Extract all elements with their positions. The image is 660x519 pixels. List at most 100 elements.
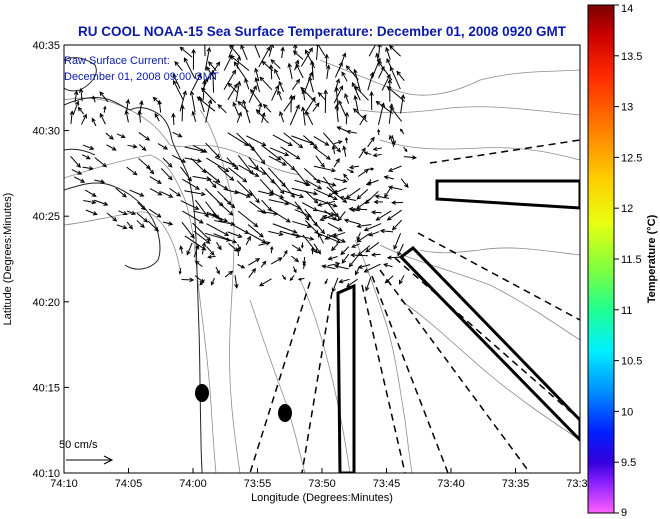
current-arrow [181,277,195,283]
current-arrow [313,136,330,146]
current-arrow [213,233,238,244]
current-arrow [309,59,315,80]
colorbar [587,4,615,514]
current-arrow [338,99,346,115]
current-arrow [234,190,251,198]
plot-area [64,45,580,473]
current-arrow [232,101,239,115]
colorbar-tick-label: 14 [621,3,633,15]
current-arrow [317,232,324,244]
current-arrow [192,144,208,153]
current-arrow [172,154,187,163]
current-arrow [126,221,133,230]
colorbar-tick-label: 9 [621,507,627,519]
current-arrow [338,278,350,284]
current-arrow [363,223,382,232]
current-arrow [189,90,196,113]
current-arrow [316,45,319,61]
current-arrow [287,62,293,80]
current-arrow [288,94,294,113]
colorbar-tick-label: 12.5 [621,152,642,164]
colorbar-tick-label: 10.5 [621,356,642,368]
current-arrow [137,109,142,123]
current-arrow [199,279,206,286]
current-arrow [254,45,261,58]
current-arrow [289,104,300,126]
current-arrow [353,94,360,114]
colorbar-tick-label: 11 [621,305,632,317]
current-arrow [317,200,336,207]
current-arrow [280,146,301,160]
current-arrow [300,242,304,249]
current-arrow [352,108,368,123]
current-arrow [118,210,128,216]
current-arrow [124,109,129,123]
current-arrow [180,104,185,122]
current-arrow [327,222,343,232]
current-arrow [321,264,336,270]
buoy-marker-1 [195,384,209,402]
current-arrow [331,243,339,252]
current-arrow [370,252,381,257]
current-arrow [351,243,360,248]
x-tick-label: 73:45 [373,478,401,490]
current-arrow [206,246,215,256]
current-arrow [342,145,347,157]
current-arrow [334,61,343,78]
current-arrow [237,154,254,176]
x-tick-label: 73:40 [437,478,465,490]
track-polygons [336,179,580,473]
current-arrow [367,167,375,171]
current-arrow [383,263,393,268]
current-arrow [386,255,404,260]
chart-title: RU COOL NOAA-15 Sea Surface Temperature:… [78,24,567,39]
current-arrow [332,231,346,238]
current-arrow [313,165,337,173]
current-arrow [300,47,313,67]
current-arrow [258,46,271,68]
current-arrow [205,142,221,159]
current-arrow [180,200,200,210]
current-arrow [333,187,347,194]
current-arrow [237,263,246,269]
current-arrow [136,220,145,229]
current-arrow [386,58,392,69]
current-arrow [271,84,280,101]
current-arrow [302,261,306,270]
current-arrow [236,247,241,256]
current-arrow [193,244,200,258]
current-arrow [245,235,251,246]
current-arrow [344,93,350,104]
current-arrow [261,111,266,123]
colorbar-ticks: 14 13.5 13 12.5 12 11.5 11 10.5 10 9.5 9 [614,3,642,519]
current-arrow [383,175,395,180]
current-arrow [103,105,107,113]
current-arrow [77,106,85,115]
current-arrow [281,274,286,281]
current-arrow [138,144,147,151]
current-arrow [313,146,331,160]
current-arrow [70,156,81,168]
current-arrow [106,144,117,151]
current-arrow [365,242,380,253]
current-arrow [229,45,241,58]
current-arrow [370,210,382,215]
current-arrow [369,91,374,111]
current-arrow [172,131,183,138]
current-arrow [313,178,337,187]
current-arrow [268,45,275,57]
current-arrow [227,231,243,238]
colorbar-label: Temperature (°C) [646,214,658,303]
current-arrow [224,270,234,278]
current-arrow [359,114,367,126]
current-arrow [254,67,260,82]
current-arrow [69,110,75,124]
current-arrow [337,211,346,222]
current-arrow [172,73,181,89]
current-arrow [356,189,369,200]
current-arrow [138,132,151,141]
current-arrow [228,167,248,183]
current-arrow [180,166,192,182]
current-arrow [201,241,207,255]
current-arrow [246,231,267,244]
